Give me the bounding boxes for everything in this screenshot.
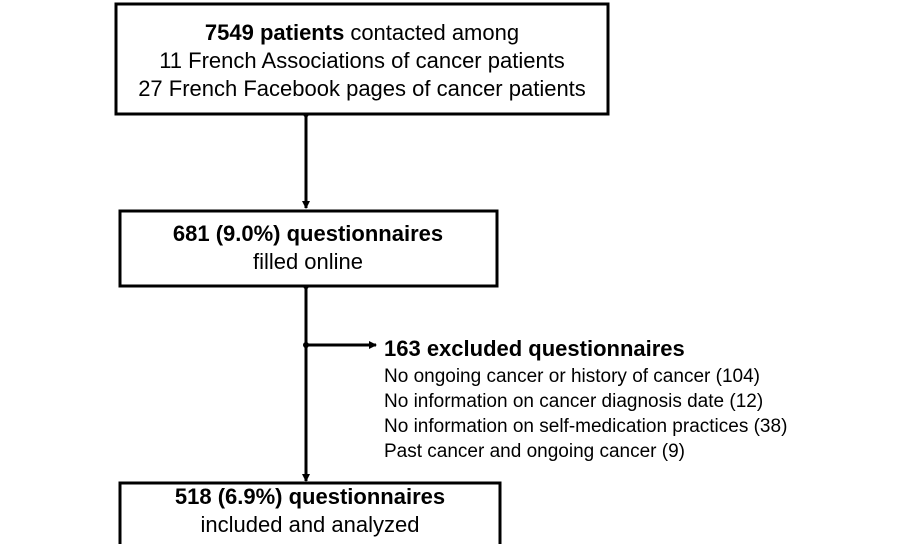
box-heading: 518 (6.9%) questionnaires: [175, 484, 445, 509]
heading-bold: 7549 patients: [205, 20, 344, 45]
box-frame: [118, 209, 499, 288]
exclusion-line: No information on cancer diagnosis date …: [384, 391, 763, 412]
exclusion-line: No ongoing cancer or history of cancer (…: [384, 366, 760, 387]
heading-rest: contacted among: [350, 20, 519, 45]
box-heading: 681 (9.0%) questionnaires: [173, 221, 443, 246]
box-line: 27 French Facebook pages of cancer patie…: [138, 76, 586, 101]
box: 681 (9.0%) questionnaires filled online: [118, 209, 499, 288]
exclusion-line: No information on self-medication practi…: [384, 416, 787, 437]
box: 7549 patients contacted among 11 French A…: [114, 2, 610, 116]
exclusion-heading: 163 excluded questionnaires: [384, 336, 685, 361]
box-heading: 7549 patients contacted among: [205, 20, 519, 45]
exclusion: 163 excluded questionnaires No ongoing c…: [384, 336, 787, 462]
box-line: 11 French Associations of cancer patient…: [159, 48, 565, 73]
box-line: filled online: [253, 249, 363, 274]
box-frame: [114, 2, 610, 116]
box: 518 (6.9%) questionnaires included and a…: [118, 481, 502, 544]
exclusion-line: Past cancer and ongoing cancer (9): [384, 441, 685, 462]
junction: [303, 342, 309, 348]
box-frame: [118, 481, 502, 544]
box-line: included and analyzed: [201, 512, 420, 537]
